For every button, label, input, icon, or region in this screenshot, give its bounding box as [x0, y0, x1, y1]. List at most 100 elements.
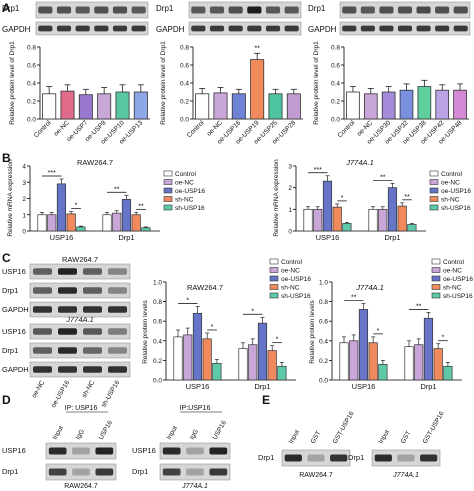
- gapdh-blot-band: [228, 25, 243, 32]
- bar: [417, 86, 432, 120]
- drp1-blot-band: [191, 6, 206, 14]
- gapdh-blot-band: [435, 25, 450, 32]
- blot-c-band: [33, 287, 52, 294]
- bar: [358, 309, 369, 381]
- drp1-blot-band: [75, 6, 90, 14]
- legend-label: oe-USP16: [175, 188, 205, 195]
- y-tick-label: 0.0: [319, 378, 328, 385]
- group-label: USP16: [50, 233, 74, 242]
- gapdh-blot-strip: [35, 21, 149, 36]
- y-tick-label: 0.8: [319, 299, 328, 306]
- gapdh-blot-band: [75, 25, 90, 32]
- y-axis-label: Relative mRNA expression: [273, 159, 280, 237]
- blot-c-band: [33, 328, 52, 335]
- bar: [76, 226, 86, 232]
- blot-d-band: [162, 447, 181, 455]
- legend-label: oe-USP16: [441, 188, 471, 195]
- blot-c-band: [83, 268, 102, 275]
- blot-c-strip: [29, 361, 131, 378]
- panel-letter-a: A: [2, 1, 11, 15]
- significance-label: **: [254, 45, 260, 52]
- bar: [213, 92, 228, 120]
- lane-label: IgG: [189, 428, 200, 441]
- lane-label: sh-NC: [81, 379, 96, 399]
- ip-label: IP:USP16: [180, 405, 211, 412]
- drp1-blot-band: [131, 6, 146, 14]
- blot-e-band: [397, 454, 415, 462]
- bar: [121, 198, 132, 232]
- blot-c-band: [83, 306, 102, 313]
- bar: [131, 214, 141, 232]
- gapdh-blot-band: [342, 25, 357, 32]
- y-tick-label: 1.0: [319, 280, 328, 287]
- legend-label: sh-NC: [175, 197, 194, 204]
- legend-label: sh-USP16: [441, 205, 471, 212]
- legend-swatch: [269, 275, 279, 282]
- drp1-blot-band: [360, 6, 375, 14]
- blot-row-label: GAPDH: [2, 305, 29, 314]
- blot-c-band: [83, 347, 102, 354]
- legend-label: sh-USP16: [443, 293, 473, 300]
- chart-title: RAW264.7: [77, 158, 113, 167]
- lane-label: oe-NC: [31, 379, 47, 399]
- lane-label: USP16: [212, 419, 229, 441]
- gapdh-blot-band: [379, 25, 394, 32]
- blot-c-band: [33, 268, 52, 275]
- drp1-blot-band: [56, 6, 72, 14]
- legend-swatch: [163, 179, 173, 185]
- drp1-blot-band: [379, 6, 394, 14]
- y-axis-label: Relative protein levels: [142, 299, 149, 363]
- panel-letter-b: B: [2, 151, 11, 165]
- significance-label: **: [114, 186, 120, 193]
- bar: [349, 340, 359, 381]
- blot-label-gapdh: GAPDH: [308, 25, 337, 34]
- y-tick-label: 0.8: [331, 45, 340, 52]
- bar: [133, 91, 148, 120]
- blot-d-band: [209, 447, 228, 455]
- bar: [363, 93, 378, 120]
- drp1-blot-band: [397, 6, 413, 14]
- bar: [414, 344, 424, 381]
- significance-label: **: [404, 194, 410, 201]
- bar: [435, 89, 450, 120]
- bar: [47, 214, 57, 232]
- y-tick-label: 0.0: [153, 378, 162, 385]
- lane-label: sh-USP16: [100, 379, 121, 408]
- y-tick-label: 0.6: [319, 319, 328, 326]
- bar: [399, 89, 414, 120]
- bar: [368, 208, 378, 232]
- blot-c-band: [83, 328, 102, 335]
- legend-label: oe-NC: [175, 180, 194, 187]
- drp1-blot-band: [228, 6, 243, 14]
- blot-c-band: [108, 306, 127, 313]
- bar: [433, 348, 443, 381]
- legend-swatch: [429, 179, 439, 185]
- cell-label: RAW264.7: [299, 472, 333, 479]
- panel-d: IP: USP16 Input IgG USP16 USP16 Drp1 RAW264.7 I…: [2, 405, 231, 490]
- legend-label: Control: [281, 259, 303, 266]
- bar: [231, 93, 246, 120]
- chart-title: J774A.1: [345, 158, 374, 167]
- panel-letter-c: C: [2, 251, 11, 265]
- lane-label: IgG: [75, 428, 86, 441]
- blot-c-band: [108, 287, 127, 294]
- blot-row-label: USP16: [132, 446, 156, 455]
- blot-label-drp1: Drp1: [2, 4, 20, 13]
- significance-label: *: [75, 203, 78, 210]
- blot-e-band: [307, 454, 325, 462]
- legend-swatch: [163, 170, 173, 177]
- blot-d-band: [72, 447, 90, 455]
- y-tick-label: 0.4: [27, 81, 36, 88]
- significance-label: *: [442, 335, 445, 342]
- bar: [192, 313, 203, 381]
- y-axis-label: Relative protein levels: [309, 299, 316, 363]
- bar: [368, 342, 378, 381]
- y-tick-label: 1.0: [153, 280, 162, 287]
- y-axis-label: Relative protein level of Drp1: [313, 41, 320, 125]
- bar: [112, 212, 122, 232]
- drp1-blot-strip: [35, 1, 149, 19]
- gapdh-blot-band: [416, 25, 431, 32]
- blot-c-strip: [29, 282, 131, 299]
- drp1-blot-band: [416, 6, 431, 14]
- group-label: Drp1: [118, 233, 134, 242]
